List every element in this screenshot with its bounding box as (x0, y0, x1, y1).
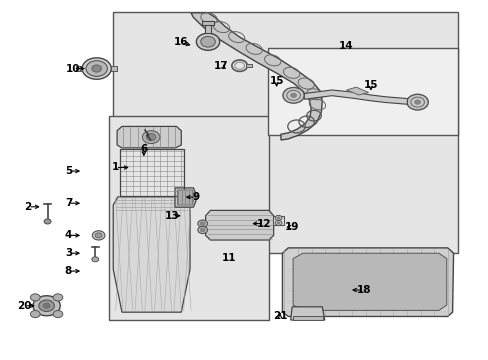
Bar (273, 216, 284, 225)
Circle shape (53, 294, 62, 301)
Circle shape (53, 311, 62, 318)
Circle shape (43, 303, 50, 308)
Circle shape (275, 215, 282, 220)
Text: 2: 2 (24, 202, 32, 212)
Bar (76, 66, 82, 71)
Text: 9: 9 (192, 192, 199, 202)
Polygon shape (292, 253, 446, 310)
Circle shape (196, 33, 219, 50)
Text: 20: 20 (18, 301, 32, 311)
Circle shape (92, 65, 102, 72)
Text: 12: 12 (256, 219, 271, 229)
Circle shape (142, 131, 160, 144)
Text: 11: 11 (221, 253, 236, 263)
Circle shape (198, 220, 207, 227)
Text: 8: 8 (65, 266, 72, 276)
Text: 6: 6 (140, 144, 147, 154)
Text: 5: 5 (65, 166, 72, 176)
Circle shape (82, 58, 111, 79)
Circle shape (95, 233, 102, 238)
Polygon shape (117, 126, 181, 148)
Circle shape (44, 219, 51, 224)
Circle shape (201, 36, 215, 47)
Bar (119, 149, 183, 196)
Circle shape (146, 134, 156, 141)
Circle shape (406, 94, 427, 110)
Circle shape (33, 296, 60, 316)
Bar (111, 66, 117, 71)
Circle shape (39, 300, 54, 311)
Circle shape (290, 93, 296, 98)
Bar (204, 23, 211, 33)
Circle shape (92, 257, 99, 262)
Text: 3: 3 (65, 248, 72, 258)
Bar (245, 64, 251, 67)
Circle shape (283, 87, 304, 103)
Text: 1: 1 (112, 162, 119, 172)
Circle shape (30, 294, 40, 301)
Text: 13: 13 (165, 211, 180, 221)
Polygon shape (205, 210, 273, 240)
Text: 15: 15 (363, 80, 377, 90)
Polygon shape (346, 87, 368, 95)
Polygon shape (175, 188, 196, 207)
Polygon shape (177, 190, 194, 205)
Circle shape (275, 220, 282, 225)
Polygon shape (113, 197, 190, 312)
Bar (292, 316, 323, 320)
Polygon shape (282, 248, 453, 316)
Circle shape (200, 228, 204, 232)
Circle shape (277, 217, 280, 219)
Text: 7: 7 (65, 198, 72, 208)
Text: 19: 19 (285, 222, 299, 232)
Bar (113, 12, 458, 253)
Polygon shape (304, 90, 407, 104)
Circle shape (92, 231, 105, 240)
Circle shape (200, 222, 204, 225)
Text: 16: 16 (174, 37, 188, 48)
Text: 21: 21 (272, 311, 286, 321)
Text: 10: 10 (66, 64, 81, 73)
Circle shape (86, 61, 107, 76)
Circle shape (277, 222, 280, 224)
Polygon shape (191, 13, 322, 140)
Text: 15: 15 (269, 76, 283, 86)
Bar (109, 116, 268, 320)
Text: 18: 18 (356, 285, 370, 295)
Text: 17: 17 (213, 61, 228, 71)
Bar (202, 21, 213, 24)
Circle shape (414, 100, 420, 104)
Text: 4: 4 (65, 230, 72, 240)
Bar (267, 48, 458, 135)
Text: 14: 14 (338, 41, 352, 51)
Circle shape (30, 311, 40, 318)
Polygon shape (290, 307, 324, 320)
Circle shape (198, 226, 207, 234)
